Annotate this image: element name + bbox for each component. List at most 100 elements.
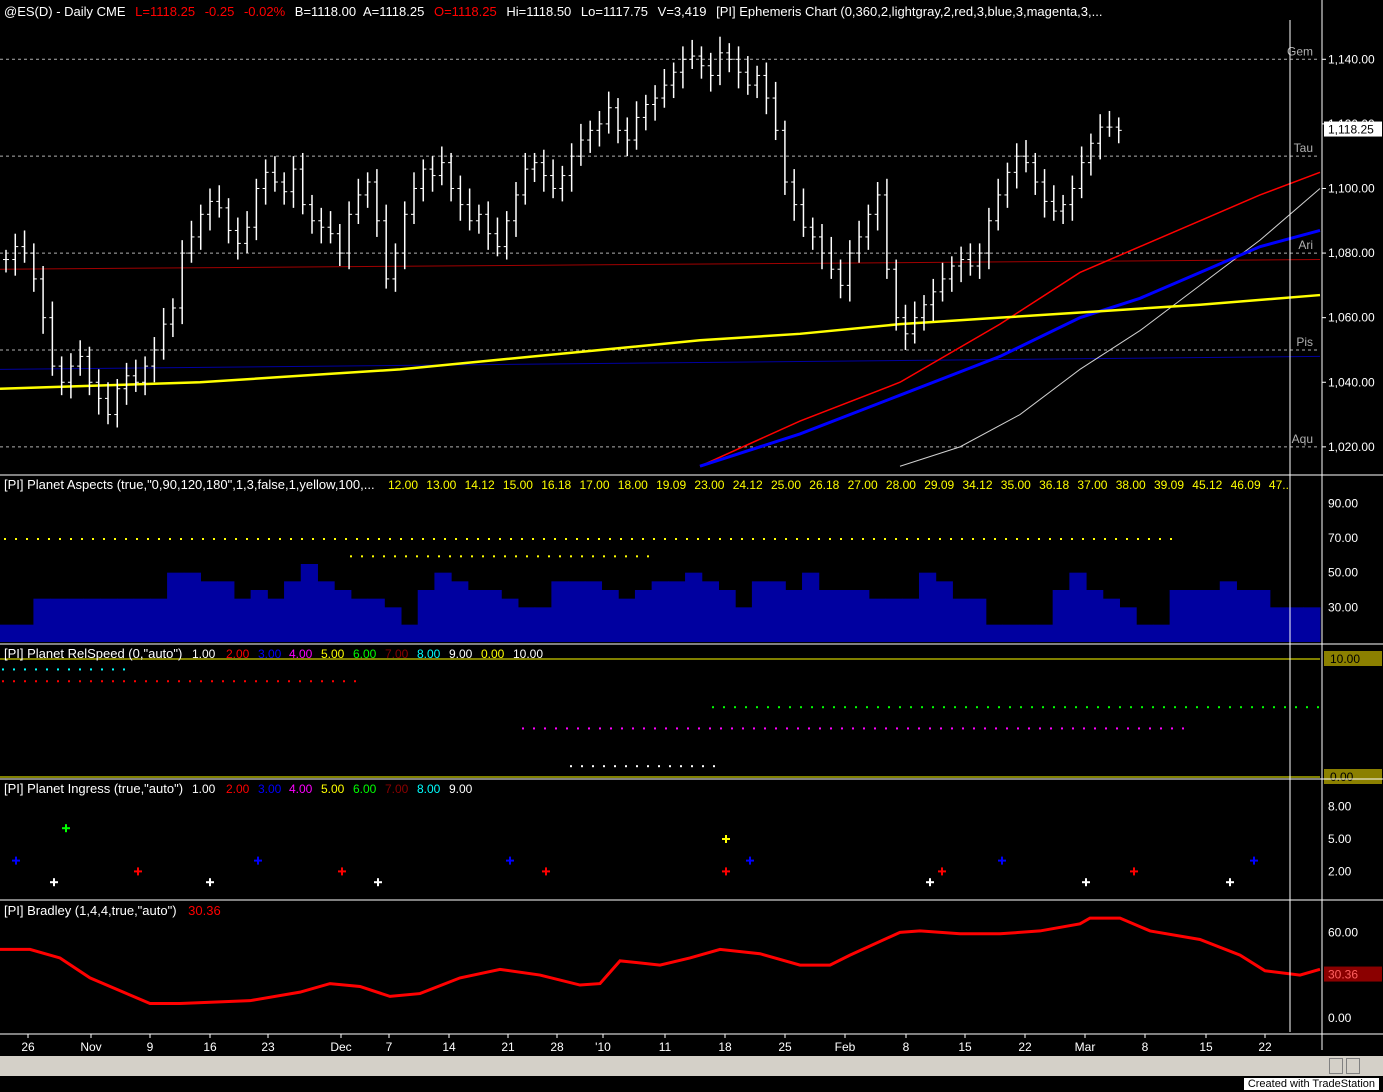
ingress-marker (1226, 878, 1234, 887)
last-price-box (1324, 121, 1382, 137)
ingress-tick-label: 2.00 (1328, 864, 1352, 878)
price-bar (513, 182, 519, 237)
aspect-dot (1170, 538, 1172, 540)
aspect-column (835, 590, 853, 642)
relspeed-dot (1039, 727, 1041, 730)
relspeed-dot (68, 680, 70, 683)
aspect-dot (686, 538, 688, 540)
aspect-dot (510, 538, 512, 540)
aspect-column (601, 590, 619, 642)
relspeed-dot (222, 680, 224, 683)
aspect-column (701, 581, 719, 642)
aspect-column (1219, 581, 1237, 642)
price-bar (568, 143, 575, 192)
price-bar (494, 217, 501, 257)
scroll-right-button[interactable] (1346, 1058, 1360, 1074)
ingress-title: [PI] Planet Ingress (true,"auto") (4, 781, 183, 796)
relspeed-dot (665, 727, 667, 730)
aspect-column (969, 598, 987, 642)
relspeed-dot (918, 727, 920, 730)
price-bar (976, 243, 983, 279)
aspect-column (317, 581, 335, 642)
relspeed-dot (134, 680, 136, 683)
study-label: [PI] Ephemeris Chart (0,360,2,lightgray,… (716, 4, 1102, 19)
time-label: 8 (1142, 1040, 1149, 1054)
relspeed-dot (1196, 706, 1198, 709)
aspect-dot (906, 538, 908, 540)
zodiac-label-gem: Gem (1287, 44, 1313, 58)
relspeed-dot (753, 727, 755, 730)
time-label: 28 (550, 1040, 564, 1054)
price-bar (893, 259, 900, 331)
relspeed-dot (522, 727, 524, 730)
price-bar (262, 159, 269, 205)
relspeed-dot (998, 706, 1000, 709)
relspeed-dot (625, 765, 627, 768)
aspect-column (0, 624, 18, 642)
price-bar (633, 101, 640, 150)
time-label: 22 (1018, 1040, 1032, 1054)
bid-price: B=1118.00 (295, 4, 356, 19)
aspect-dot (48, 538, 50, 540)
price-tick-label: 1,040.00 (1328, 375, 1375, 389)
aspect-dot (642, 538, 644, 540)
relspeed-title: [PI] Planet RelSpeed (0,"auto") (4, 646, 182, 661)
price-bar (744, 56, 751, 95)
aspect-column (1286, 607, 1304, 642)
scroll-left-button[interactable] (1329, 1058, 1343, 1074)
time-label: 8 (903, 1040, 910, 1054)
price-bar (995, 178, 1002, 231)
price-bar (735, 46, 742, 89)
price-bar (95, 369, 102, 415)
ingress-legend-item: 6.00 (353, 782, 377, 796)
aspect-dot (147, 538, 149, 540)
ingress-marker (12, 856, 20, 865)
aspect-column (150, 598, 168, 642)
price-bar (197, 204, 204, 250)
aspect-dot (438, 555, 440, 558)
bradley-panel: 60.00 0.00 30.36 (0, 916, 1382, 1025)
relspeed-dot (636, 765, 638, 768)
aspect-tick-label: 30.00 (1328, 600, 1358, 614)
price-bar (420, 159, 427, 202)
aspect-dot (290, 538, 292, 540)
aspect-column (1069, 572, 1087, 642)
relspeed-dot (863, 727, 865, 730)
relspeed-dot (57, 668, 59, 671)
aspect-dot (389, 538, 391, 540)
aspect-dot (603, 555, 605, 558)
aspect-column (935, 581, 953, 642)
relspeed-dot (1251, 706, 1253, 709)
relspeed-dot (1185, 706, 1187, 709)
relspeed-dot (35, 668, 37, 671)
relspeed-dot (79, 680, 81, 683)
relspeed-dot (614, 765, 616, 768)
high-price: Hi=1118.50 (506, 4, 571, 19)
relspeed-legend-item: 10.00 (513, 647, 543, 661)
aspect-column (66, 598, 85, 642)
price-bar (883, 178, 890, 279)
price-bar (754, 65, 761, 99)
aspect-column (417, 590, 435, 642)
relspeed-dot (819, 727, 821, 730)
aspect-column (918, 572, 937, 642)
relspeed-legend-item: 9.00 (449, 647, 473, 661)
price-bar (615, 98, 621, 144)
relspeed-dot (965, 706, 967, 709)
aspect-dot (455, 538, 457, 540)
relspeed-panel: 1.00 2.00 3.00 4.00 5.00 6.00 7.00 8.00 9.00 0.00… (0, 647, 1382, 784)
aspect-column (534, 607, 552, 642)
price-bar (577, 123, 584, 166)
relspeed-dot (189, 680, 191, 683)
relspeed-legend-item: 0.00 (481, 647, 505, 661)
aspect-value-label: 26.18 (809, 478, 839, 492)
ingress-marker (926, 878, 934, 887)
aspect-dot (592, 555, 594, 558)
aspect-dot (576, 538, 578, 540)
aspect-dot (323, 538, 325, 540)
relspeed-dot (712, 706, 714, 709)
relspeed-dot (643, 727, 645, 730)
relspeed-dot (1207, 706, 1209, 709)
darkred-line (0, 259, 1321, 270)
aspect-dot (570, 555, 572, 558)
